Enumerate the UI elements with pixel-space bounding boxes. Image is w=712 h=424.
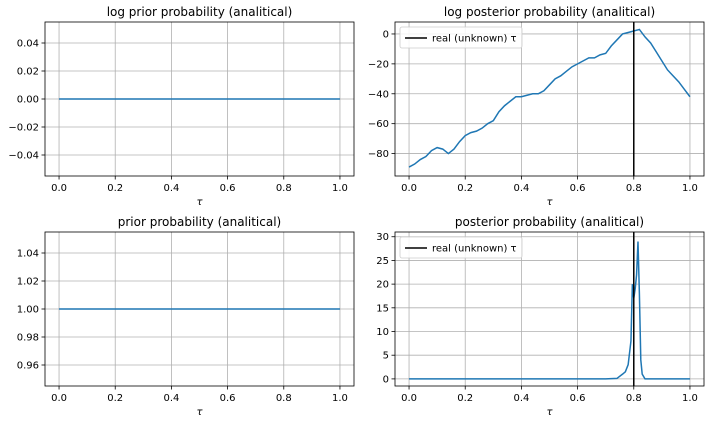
x-tick-label: 0.6 xyxy=(220,393,236,404)
legend-box xyxy=(399,26,523,49)
x-tick-label: 0.2 xyxy=(107,393,123,404)
y-tick-label: 1.02 xyxy=(17,277,39,288)
chart-panel: log posterior probability (analitical) 0.… xyxy=(368,5,705,208)
axes-frame xyxy=(394,21,705,177)
x-tick-label: 0.8 xyxy=(626,393,642,404)
x-tick-label: 0.4 xyxy=(163,183,179,194)
axes-frame xyxy=(44,231,355,387)
y-tick-label: 0.00 xyxy=(17,95,39,106)
axes-frame xyxy=(44,21,355,177)
x-tick-label: 0.2 xyxy=(457,183,473,194)
y-tick-label: 25 xyxy=(376,256,389,267)
x-tick-label: 0.2 xyxy=(107,183,123,194)
x-tick-label: 0.0 xyxy=(51,393,67,404)
x-tick-label: 0.6 xyxy=(220,183,236,194)
y-tick-label: −60 xyxy=(368,119,389,130)
x-tick-label: 0.6 xyxy=(570,183,586,194)
x-axis-label: τ xyxy=(546,407,553,418)
x-tick-label: 0.0 xyxy=(401,393,417,404)
legend: real (unknown) τ xyxy=(399,26,523,49)
chart-title: log posterior probability (analitical) xyxy=(444,5,655,19)
chart-panel: log prior probability (analitical) 0.0 0.2… xyxy=(8,5,355,208)
x-tick-label: 0.8 xyxy=(626,183,642,194)
x-tick-label: 0.4 xyxy=(513,183,529,194)
x-axis-label: τ xyxy=(196,407,203,418)
legend-label: real (unknown) τ xyxy=(432,34,517,45)
y-tick-label: 0.04 xyxy=(17,39,39,50)
y-tick-label: 15 xyxy=(376,303,389,314)
x-tick-label: 0.8 xyxy=(276,183,292,194)
y-tick-label: 30 xyxy=(376,232,389,243)
x-tick-label: 0.4 xyxy=(163,393,179,404)
y-tick-label: 1.00 xyxy=(17,305,39,316)
legend-box xyxy=(399,236,523,259)
y-tick-label: −0.04 xyxy=(8,151,39,162)
x-axis-label: τ xyxy=(546,197,553,208)
x-tick-label: 1.0 xyxy=(332,393,348,404)
y-tick-label: −80 xyxy=(368,149,389,160)
x-axis-label: τ xyxy=(196,197,203,208)
series-line xyxy=(409,241,690,380)
x-tick-label: 1.0 xyxy=(332,183,348,194)
chart-title: posterior probability (analitical) xyxy=(455,215,644,229)
x-tick-label: 0.0 xyxy=(51,183,67,194)
legend-label: real (unknown) τ xyxy=(432,244,517,255)
chart-title: log prior probability (analitical) xyxy=(107,5,293,19)
y-tick-label: 0.02 xyxy=(17,67,39,78)
chart-title: prior probability (analitical) xyxy=(118,215,281,229)
y-tick-label: −40 xyxy=(368,89,389,100)
chart-panel: prior probability (analitical) 0.0 0.2 0.4 0… xyxy=(17,215,355,418)
y-tick-label: 10 xyxy=(376,327,389,338)
x-tick-label: 0.2 xyxy=(457,393,473,404)
x-tick-label: 0.6 xyxy=(570,393,586,404)
y-tick-label: 5 xyxy=(383,351,389,362)
legend: real (unknown) τ xyxy=(399,236,523,259)
y-tick-label: 0 xyxy=(383,29,389,40)
y-tick-label: −20 xyxy=(368,59,389,70)
y-tick-label: 0.96 xyxy=(17,361,39,372)
series-line xyxy=(408,28,691,168)
x-tick-label: 0.0 xyxy=(401,183,417,194)
y-tick-label: 20 xyxy=(376,280,389,291)
x-tick-label: 1.0 xyxy=(682,393,698,404)
y-tick-label: 1.04 xyxy=(17,249,39,260)
y-tick-label: −0.02 xyxy=(8,123,39,134)
axes-frame xyxy=(394,231,705,387)
y-tick-label: 0 xyxy=(383,374,389,385)
x-tick-label: 0.8 xyxy=(276,393,292,404)
chart-panel: posterior probability (analitical) 0.0 0.2… xyxy=(376,215,705,418)
y-tick-label: 0.98 xyxy=(17,333,39,344)
x-tick-label: 1.0 xyxy=(682,183,698,194)
x-tick-label: 0.4 xyxy=(513,393,529,404)
